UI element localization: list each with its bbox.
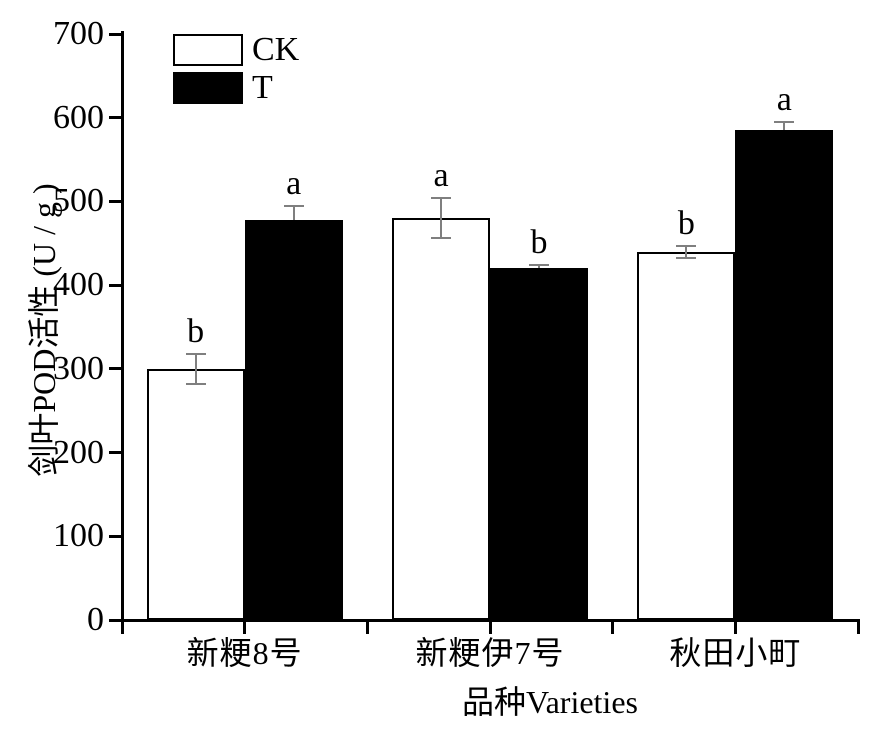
significance-letter: b	[677, 204, 695, 242]
y-tick	[109, 32, 121, 36]
significance-letter: b	[530, 224, 548, 262]
error-bar-line	[538, 265, 540, 269]
error-bar-cap-top	[529, 264, 549, 267]
y-tick-label: 700	[53, 15, 104, 52]
bar-t-1	[244, 219, 343, 620]
error-bar-cap-bottom	[676, 256, 697, 259]
y-tick	[109, 451, 121, 455]
y-tick-label: 300	[53, 349, 104, 387]
x-tick	[488, 621, 492, 634]
error-bar-cap-top	[431, 197, 451, 200]
y-tick-label: 500	[53, 182, 104, 220]
x-tick-label: 秋田小町	[669, 635, 802, 671]
y-tick-label: 200	[53, 433, 104, 471]
y-axis-title: 剑叶POD活性 (U / g )	[26, 183, 62, 477]
y-axis-line	[120, 31, 124, 622]
x-tick	[733, 621, 737, 634]
y-tick-label: 400	[53, 266, 104, 304]
legend-label-t: T	[252, 69, 273, 106]
bar-ck-2	[392, 218, 490, 620]
error-bar-cap-top	[185, 352, 206, 355]
error-bar-line	[685, 245, 688, 258]
legend-label-ck: CK	[252, 31, 300, 68]
error-bar-line	[783, 121, 786, 131]
x-tick	[243, 621, 247, 634]
bar-t-2	[490, 268, 588, 620]
y-tick-label: 0	[87, 601, 104, 638]
error-bar-line	[440, 198, 442, 239]
y-tick	[109, 283, 121, 287]
x-tick	[856, 621, 860, 634]
y-tick	[109, 367, 121, 371]
x-tick-label: 新粳伊7号	[415, 635, 565, 671]
bar-t-3	[735, 130, 834, 620]
legend-item-t: T	[173, 69, 299, 106]
y-tick	[109, 116, 121, 120]
legend-item-ck: CK	[173, 31, 300, 68]
y-tick-label: 600	[53, 98, 104, 136]
error-bar-cap-top	[676, 244, 697, 247]
error-bar-cap-top	[283, 205, 304, 208]
legend-swatch-ck	[173, 34, 243, 66]
legend: CK T	[173, 31, 300, 110]
y-tick-label: 100	[53, 517, 104, 555]
error-bar-line	[194, 353, 197, 384]
x-tick-label: 新粳8号	[186, 635, 303, 671]
error-bar-cap-bottom	[431, 237, 451, 240]
significance-letter: a	[433, 157, 449, 195]
bar-ck-3	[637, 251, 736, 620]
x-tick	[611, 621, 615, 634]
x-tick	[120, 621, 124, 634]
y-tick	[109, 199, 121, 203]
y-tick	[109, 534, 121, 538]
significance-letter: a	[776, 80, 792, 118]
error-bar-cap-bottom	[185, 382, 206, 385]
significance-letter: b	[187, 312, 205, 350]
x-tick	[365, 621, 369, 634]
error-bar-cap-top	[774, 120, 795, 123]
significance-letter: a	[286, 165, 302, 203]
x-axis-title: 品种Varieties	[462, 684, 638, 720]
x-axis-line	[120, 618, 860, 622]
legend-swatch-t	[173, 72, 243, 104]
y-tick	[109, 618, 121, 622]
bar-ck-1	[146, 368, 245, 620]
error-bar-line	[292, 206, 295, 220]
